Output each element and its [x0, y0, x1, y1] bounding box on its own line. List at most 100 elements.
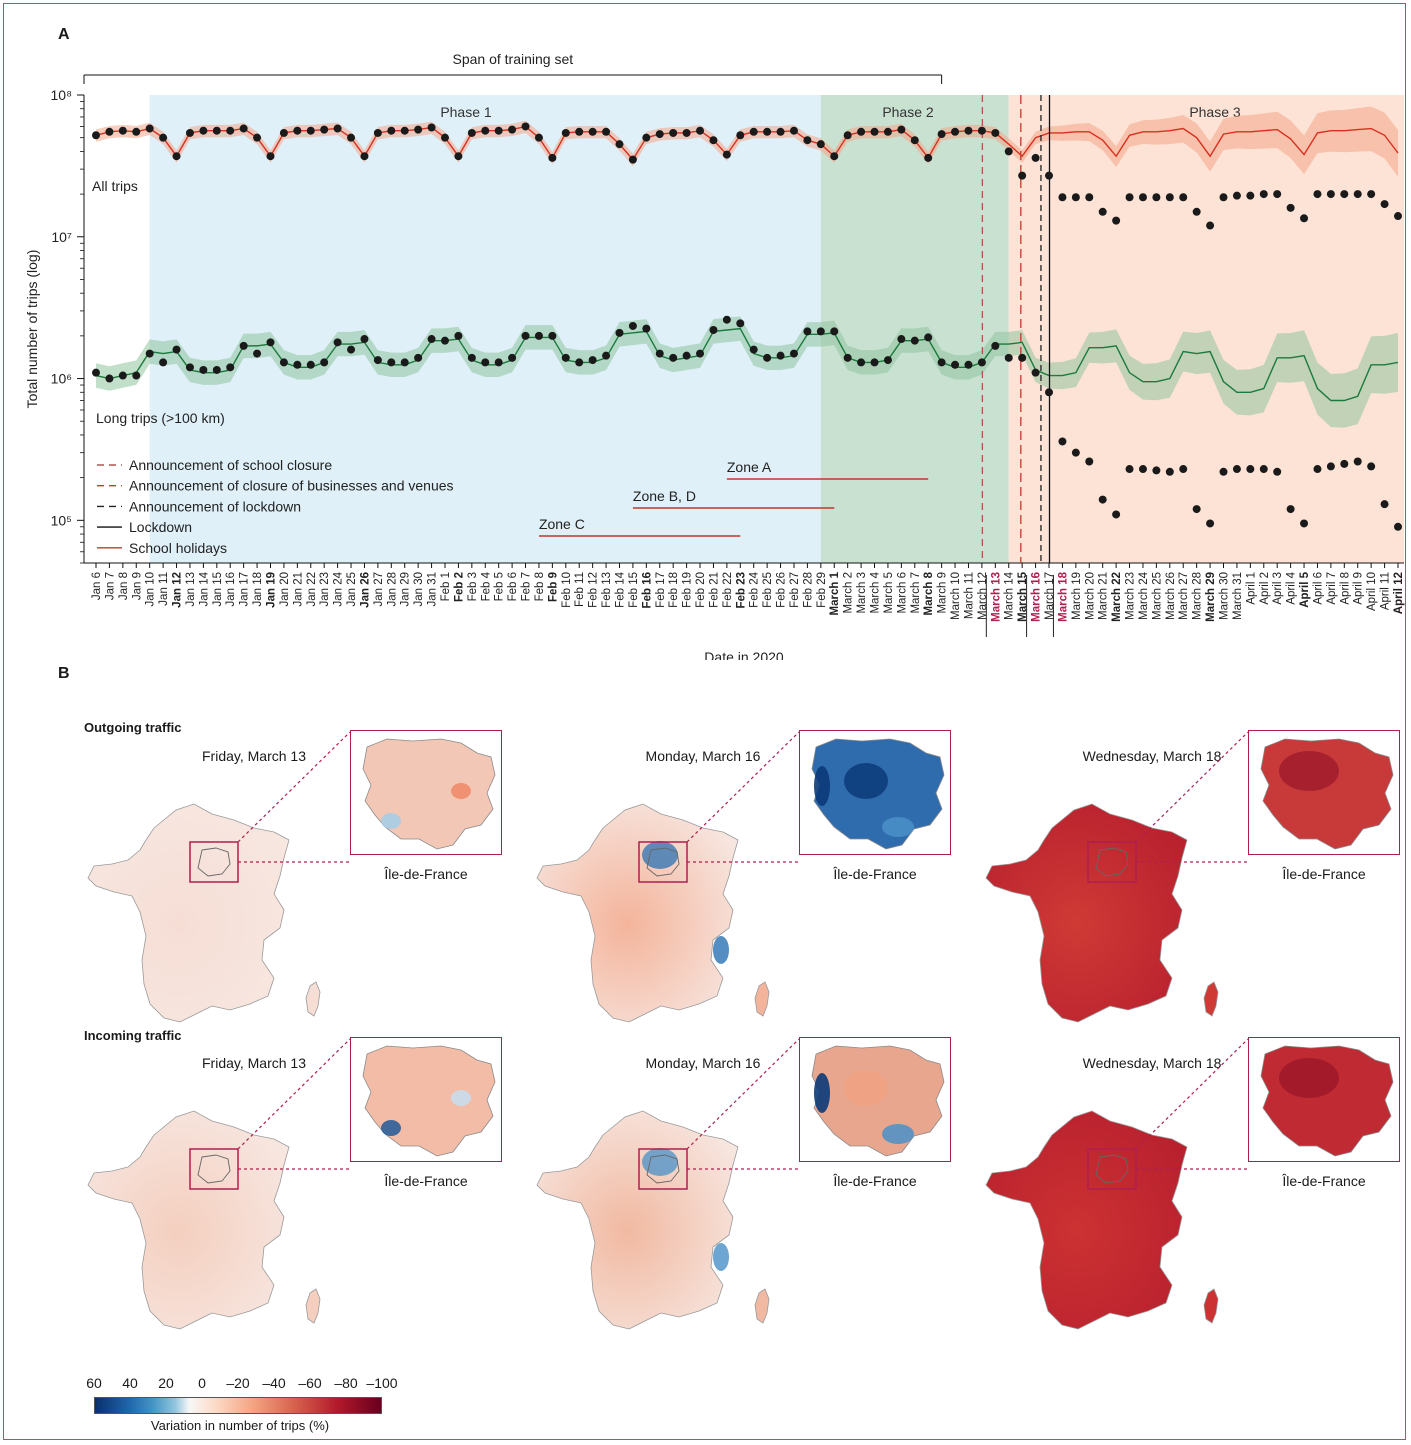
long-trips-point: [1138, 465, 1147, 474]
x-tick-label: March 15: [1017, 571, 1029, 621]
inset-connector: [686, 731, 800, 863]
long-trips-point: [763, 353, 772, 362]
all-trips-point: [320, 125, 329, 134]
all-trips-point: [1192, 207, 1201, 216]
all-trips-point: [857, 127, 866, 136]
x-axis-label: Date in 2020: [704, 649, 784, 660]
long-trips-point: [1394, 522, 1402, 531]
x-tick-label: March 21: [1098, 572, 1110, 620]
corsica-outline: [305, 1288, 321, 1324]
x-tick-label: Feb 9: [547, 572, 559, 602]
x-tick-label: April 3: [1272, 572, 1284, 605]
inset-connector: [686, 1038, 800, 1170]
x-tick-label: Jan 14: [198, 571, 210, 606]
x-tick-label: Jan 30: [413, 572, 425, 607]
all-trips-point: [924, 153, 933, 162]
all-trips-point: [615, 140, 624, 149]
long-trips-point: [454, 331, 463, 340]
blue-region: [713, 936, 729, 964]
x-tick-label: March 18: [1057, 571, 1069, 621]
colorbar-tick-label: 0: [198, 1375, 206, 1391]
france-map: [985, 1110, 1219, 1330]
long-trips-point: [92, 368, 100, 377]
long-trips-point: [1018, 353, 1027, 362]
x-tick-label: Jan 25: [346, 572, 358, 607]
all-trips-point: [521, 122, 530, 131]
idf-outline-small: [646, 1154, 680, 1184]
all-trips-point: [279, 128, 288, 137]
incoming-traffic-label: Incoming traffic: [84, 1028, 182, 1043]
long-trips-point: [239, 341, 248, 350]
long-trips-point: [534, 331, 543, 340]
all-trips-point: [1031, 153, 1040, 162]
all-trips-point: [226, 126, 235, 135]
long-trips-point: [212, 365, 221, 374]
map-title: Friday, March 13: [202, 1055, 306, 1071]
idf-outline: [362, 1045, 496, 1157]
corsica-outline: [1203, 981, 1219, 1017]
long-trips-point: [615, 328, 624, 337]
france-map: [985, 803, 1219, 1023]
long-trips-point: [628, 321, 637, 330]
x-tick-label: April 2: [1259, 572, 1271, 605]
idf-outline-small: [646, 847, 680, 877]
x-tick-label: Feb 10: [561, 572, 573, 608]
x-tick-label: March 29: [1205, 572, 1217, 622]
france-map: [87, 1110, 321, 1330]
map-title: Monday, March 16: [645, 1055, 761, 1071]
x-tick-label: April 9: [1353, 572, 1365, 605]
long-trips-point: [1125, 465, 1134, 474]
idf-inset: [350, 730, 502, 855]
x-tick-label: Jan 26: [359, 572, 371, 608]
x-tick-label: Feb 6: [507, 572, 519, 601]
long-trips-point: [427, 335, 436, 344]
long-trips-point: [1179, 465, 1188, 474]
long-trips-point: [1340, 459, 1349, 468]
all-trips-point: [642, 133, 651, 142]
corsica-outline: [754, 981, 770, 1017]
long-trips-point: [951, 360, 960, 369]
all-trips-point: [185, 128, 194, 137]
idf-outline-small: [1095, 1154, 1129, 1184]
long-trips-point: [1098, 495, 1107, 504]
all-trips-point: [1353, 190, 1362, 199]
inset-connector: [237, 1038, 351, 1170]
idf-outline-small: [197, 1154, 231, 1184]
long-trips-point: [360, 335, 369, 344]
x-tick-label: Feb 21: [708, 572, 720, 608]
long-trips-point: [789, 349, 798, 358]
all-trips-point: [467, 128, 476, 137]
x-tick-label: March 28: [1192, 572, 1204, 620]
corsica-outline: [754, 1288, 770, 1324]
all-trips-point: [803, 136, 812, 145]
long-trips-point: [266, 338, 275, 347]
x-tick-label: April 11: [1380, 572, 1392, 610]
x-tick-label: April 4: [1286, 571, 1298, 604]
x-tick-label: March 13: [990, 572, 1002, 622]
connector-top: [1135, 1038, 1249, 1150]
long-trips-point: [1071, 448, 1080, 457]
x-tick-label: Feb 15: [628, 572, 640, 608]
x-tick-label: Jan 13: [185, 572, 197, 607]
x-tick-label: Feb 25: [762, 572, 774, 608]
outgoing-traffic-label: Outgoing traffic: [84, 720, 182, 735]
panel-a-chart: Phase 1 Phase 2 Phase 3 Span of training se…: [24, 51, 1405, 660]
x-tick-label: March 14: [1004, 571, 1016, 620]
x-tick-label: Jan 28: [386, 572, 398, 607]
all-trips-confidence-band: [96, 106, 1398, 177]
long-trips-point: [293, 360, 302, 369]
france-map: [87, 803, 321, 1023]
long-trips-point: [709, 326, 718, 335]
colorbar-label: Variation in number of trips (%): [150, 1418, 330, 1433]
legend-label: Lockdown: [129, 519, 192, 535]
long-trips-point: [1165, 467, 1174, 476]
long-trips-point: [306, 360, 315, 369]
idf-label: Île-de-France: [384, 866, 468, 882]
x-tick-label: March 17: [1044, 572, 1056, 620]
long-trips-point: [279, 358, 288, 367]
long-trips-point: [830, 327, 839, 336]
long-trips-point: [347, 345, 356, 354]
blue-region: [642, 1148, 678, 1176]
long-trips-point: [548, 331, 557, 340]
connector-top: [1135, 731, 1249, 843]
